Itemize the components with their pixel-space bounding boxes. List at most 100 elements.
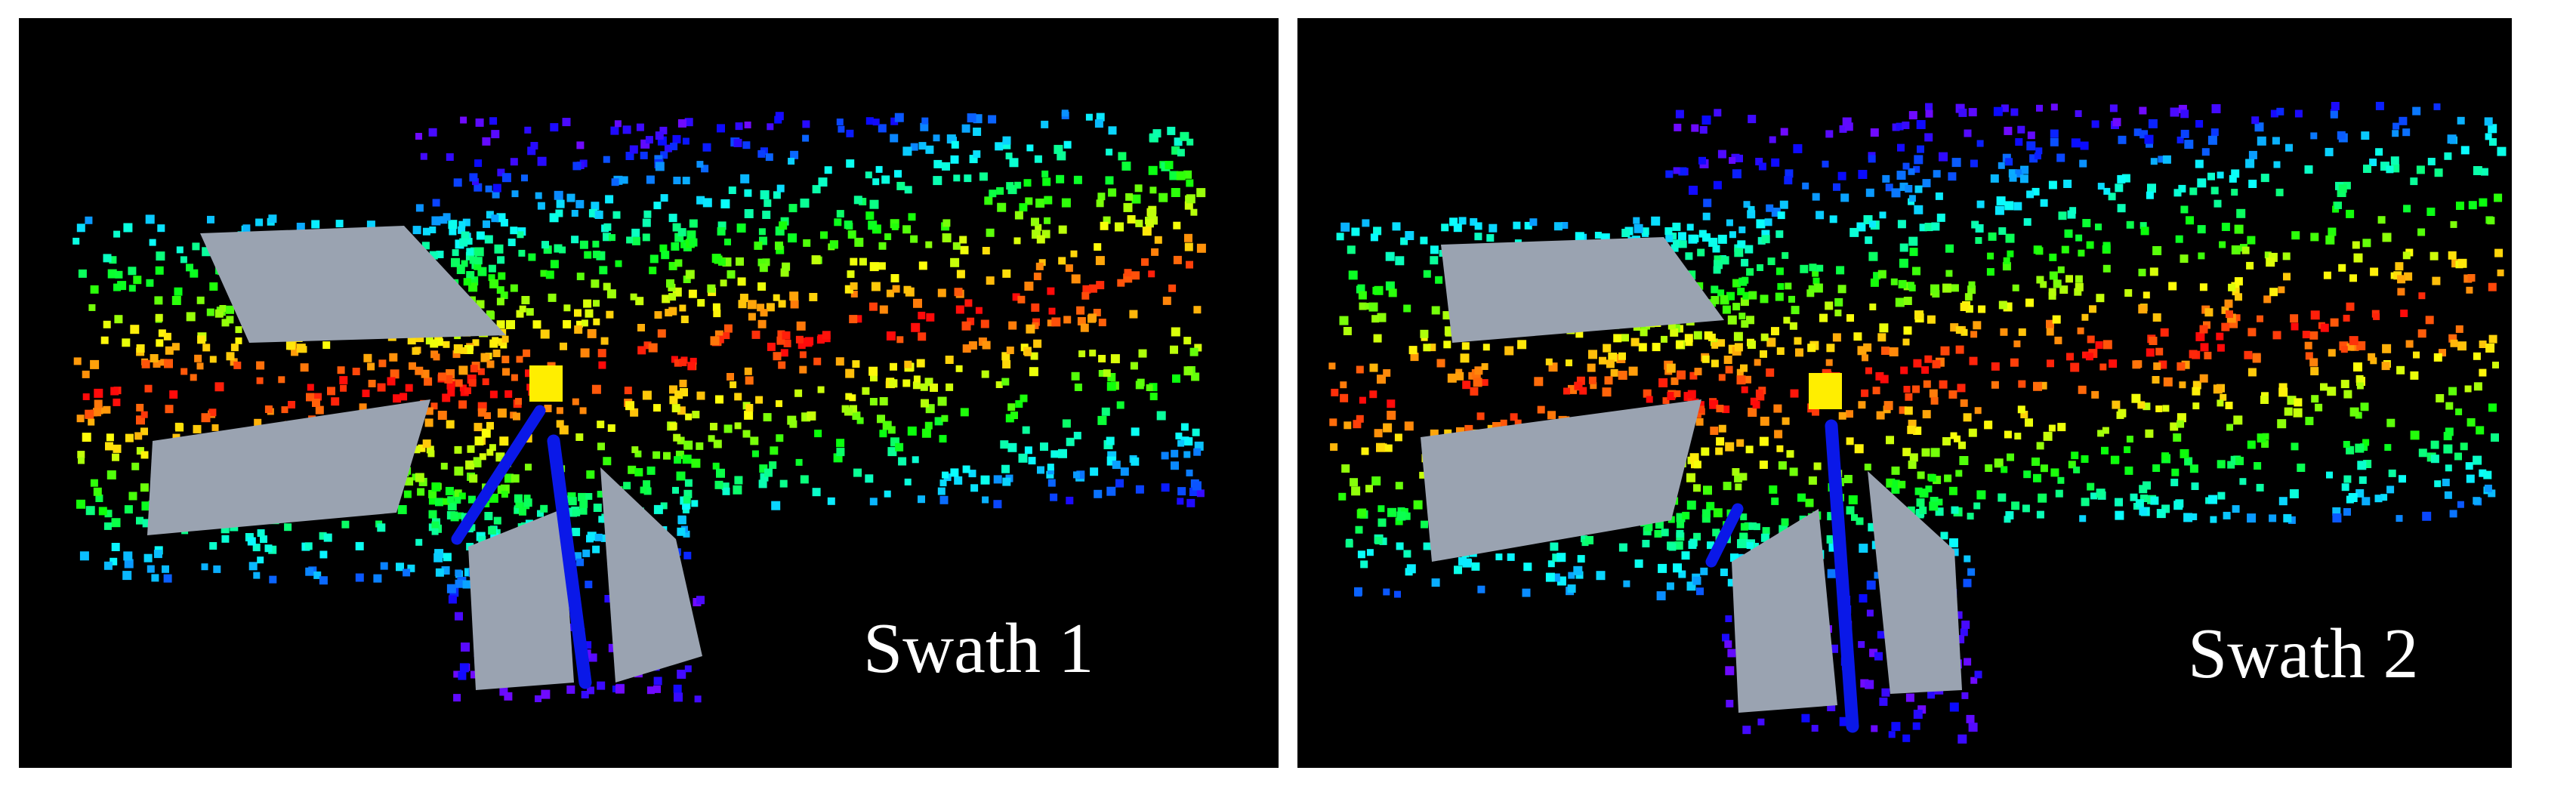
point xyxy=(625,152,634,160)
point xyxy=(603,233,611,242)
point xyxy=(1094,243,1102,251)
point xyxy=(1935,507,1944,516)
point xyxy=(2343,441,2350,448)
point xyxy=(2235,457,2244,466)
point xyxy=(2377,216,2386,224)
point xyxy=(1127,215,1136,223)
point xyxy=(2359,476,2367,484)
point xyxy=(646,686,655,695)
point xyxy=(390,369,400,379)
point xyxy=(1687,397,1695,405)
point xyxy=(968,341,977,350)
point xyxy=(1927,315,1936,324)
swath-2-beam-down xyxy=(1825,419,1859,733)
point xyxy=(713,439,722,448)
point xyxy=(1917,471,1925,479)
point xyxy=(2360,402,2369,411)
point xyxy=(682,506,690,513)
point xyxy=(1968,723,1978,732)
point xyxy=(2015,138,2023,146)
point xyxy=(2124,446,2131,454)
point xyxy=(431,216,441,226)
point xyxy=(1453,223,1462,233)
point xyxy=(122,571,132,581)
point xyxy=(1341,464,1350,473)
point xyxy=(93,487,102,496)
point xyxy=(1353,420,1362,429)
point xyxy=(2012,284,2019,291)
point xyxy=(1073,431,1081,439)
point xyxy=(1129,310,1138,319)
point xyxy=(1958,441,1966,449)
point xyxy=(653,202,662,210)
point xyxy=(2054,336,2062,344)
point xyxy=(2231,169,2240,178)
point xyxy=(211,424,219,431)
point xyxy=(1726,291,1735,300)
point xyxy=(579,240,588,249)
point xyxy=(2310,132,2318,140)
point xyxy=(1652,343,1661,352)
point xyxy=(443,341,450,348)
point xyxy=(1141,258,1149,267)
point xyxy=(908,213,916,221)
point xyxy=(368,380,376,387)
point xyxy=(853,196,862,205)
point xyxy=(2278,383,2288,392)
point xyxy=(747,300,757,310)
point xyxy=(500,291,508,300)
point xyxy=(1634,223,1643,233)
point xyxy=(2023,218,2031,226)
point xyxy=(1722,405,1730,414)
point xyxy=(136,403,144,411)
point xyxy=(2050,468,2059,477)
point xyxy=(1905,693,1914,702)
point xyxy=(2015,169,2024,178)
point xyxy=(2086,241,2094,249)
point xyxy=(728,186,736,194)
point xyxy=(1458,217,1467,225)
point xyxy=(123,223,133,233)
point xyxy=(581,319,588,327)
point xyxy=(1076,306,1085,315)
point xyxy=(1330,443,1338,452)
point xyxy=(1914,310,1924,320)
point xyxy=(740,174,750,183)
point xyxy=(1103,216,1111,224)
point xyxy=(1177,149,1185,157)
point xyxy=(443,498,450,505)
point xyxy=(2270,109,2278,118)
point xyxy=(1711,341,1719,349)
point xyxy=(2217,399,2224,407)
point xyxy=(1846,410,1853,418)
point xyxy=(1813,283,1823,293)
point xyxy=(1599,356,1606,365)
point xyxy=(1693,484,1701,492)
point xyxy=(1865,236,1873,245)
point xyxy=(1050,493,1058,501)
point xyxy=(1785,282,1792,290)
point xyxy=(1738,277,1748,286)
point xyxy=(113,444,122,453)
point xyxy=(516,310,524,318)
point xyxy=(76,499,85,509)
point xyxy=(311,220,320,229)
point xyxy=(235,337,242,344)
point xyxy=(2413,351,2420,359)
point xyxy=(642,390,652,400)
point xyxy=(671,242,680,251)
point xyxy=(550,260,559,269)
point xyxy=(1098,355,1106,362)
point xyxy=(1769,485,1778,494)
point xyxy=(1047,479,1056,487)
point xyxy=(606,310,614,319)
point xyxy=(1689,538,1698,547)
point xyxy=(1713,508,1723,518)
point xyxy=(2266,257,2275,267)
point xyxy=(1575,330,1584,338)
point xyxy=(1700,567,1708,575)
point xyxy=(2320,323,2329,332)
point xyxy=(1655,520,1664,529)
point xyxy=(2040,464,2048,473)
point xyxy=(1865,188,1874,197)
